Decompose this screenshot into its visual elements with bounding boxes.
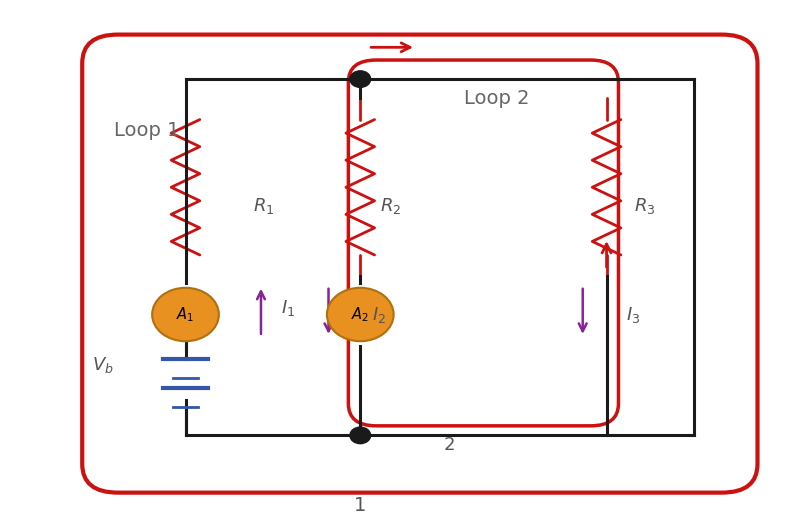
- Text: Loop 2: Loop 2: [463, 89, 529, 108]
- Text: $I_3$: $I_3$: [626, 305, 641, 324]
- Circle shape: [152, 288, 219, 341]
- Text: $A_1$: $A_1$: [176, 305, 194, 324]
- Text: 2: 2: [444, 436, 455, 454]
- Text: $A_2$: $A_2$: [351, 305, 370, 324]
- Text: $I_1$: $I_1$: [281, 298, 295, 318]
- Circle shape: [350, 427, 370, 444]
- Text: $V_b$: $V_b$: [92, 356, 114, 375]
- Text: $R_3$: $R_3$: [634, 196, 656, 216]
- Text: $I_2$: $I_2$: [372, 305, 386, 324]
- Circle shape: [350, 71, 370, 87]
- Text: $R_1$: $R_1$: [253, 196, 274, 216]
- Text: $R_2$: $R_2$: [380, 196, 402, 216]
- Text: 1: 1: [354, 496, 366, 515]
- Text: Loop 1: Loop 1: [114, 120, 179, 140]
- Circle shape: [327, 288, 394, 341]
